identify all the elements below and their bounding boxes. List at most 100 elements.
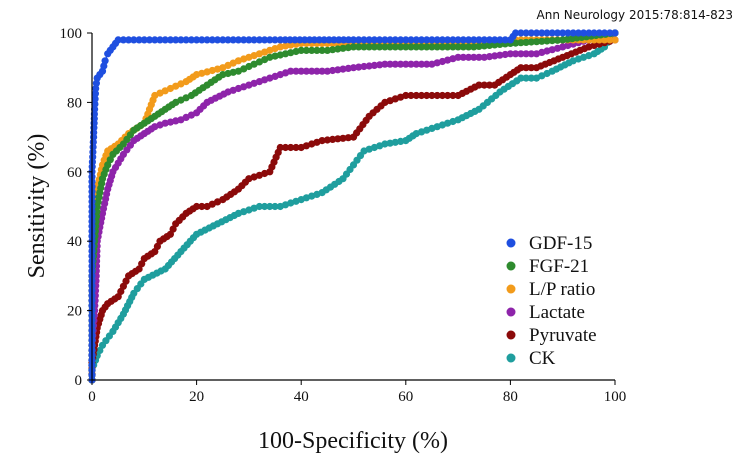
data-point <box>391 60 399 68</box>
data-point <box>449 36 457 44</box>
data-point <box>261 202 269 211</box>
data-point <box>423 43 431 51</box>
data-point <box>444 36 452 44</box>
data-point <box>386 60 394 68</box>
legend-label: Pyruvate <box>529 325 597 346</box>
data-point <box>397 60 405 68</box>
data-point <box>91 105 99 113</box>
data-point <box>271 36 279 44</box>
x-tick-label: 20 <box>189 389 204 405</box>
legend-marker <box>506 284 516 294</box>
data-point <box>553 36 562 44</box>
data-point <box>219 36 227 44</box>
data-point <box>308 46 316 55</box>
data-point <box>496 51 504 59</box>
data-point <box>475 42 483 51</box>
data-point <box>349 43 358 51</box>
data-point <box>349 64 358 72</box>
data-point <box>391 36 399 44</box>
data-point <box>465 53 473 61</box>
data-point <box>402 91 410 100</box>
data-point <box>318 67 326 75</box>
data-point <box>302 67 310 75</box>
legend-item: L/P ratio <box>506 279 595 300</box>
data-point <box>187 36 195 44</box>
data-point <box>172 36 180 44</box>
data-point <box>506 50 514 58</box>
data-point <box>370 36 378 44</box>
data-point <box>548 29 556 37</box>
data-point <box>433 91 441 100</box>
data-point <box>397 36 405 44</box>
data-point <box>517 74 525 82</box>
data-point <box>287 67 295 75</box>
data-point <box>297 67 305 75</box>
data-point <box>101 57 109 65</box>
data-point <box>527 74 535 82</box>
data-point <box>423 36 431 44</box>
legend-label: GDF-15 <box>529 233 592 254</box>
data-point <box>391 138 399 146</box>
data-point <box>485 81 494 89</box>
data-point <box>511 50 520 58</box>
data-point <box>234 36 242 44</box>
data-point <box>444 91 452 100</box>
data-point <box>255 36 263 44</box>
data-point <box>161 36 169 44</box>
data-point <box>491 36 499 44</box>
data-point <box>292 143 300 152</box>
data-point <box>229 36 237 44</box>
legend-label: CK <box>529 348 556 369</box>
data-point <box>580 29 588 37</box>
data-point <box>438 36 446 44</box>
data-point <box>491 41 499 49</box>
data-point <box>182 36 190 44</box>
data-point <box>376 61 384 69</box>
data-point <box>412 91 420 100</box>
data-point <box>302 46 310 55</box>
citation-text: Ann Neurology 2015:78:814-823 <box>537 8 733 22</box>
data-point <box>355 43 363 51</box>
data-point <box>438 91 446 100</box>
legend-marker <box>506 330 516 340</box>
data-point <box>533 29 541 37</box>
data-point <box>459 53 467 61</box>
data-point <box>417 43 426 51</box>
data-point <box>391 43 399 51</box>
data-point <box>470 43 478 51</box>
data-point <box>511 39 520 47</box>
data-point <box>355 63 363 71</box>
data-point <box>308 67 316 75</box>
data-point <box>527 64 535 72</box>
legend-label: L/P ratio <box>529 279 595 300</box>
x-tick-label: 60 <box>398 389 413 405</box>
x-tick-label: 80 <box>503 389 518 405</box>
data-point <box>276 143 284 152</box>
data-point <box>412 60 420 68</box>
data-point <box>428 91 436 100</box>
data-point <box>91 100 99 108</box>
data-point <box>606 29 614 37</box>
data-point <box>465 43 473 51</box>
data-point <box>454 53 462 61</box>
data-point <box>548 37 556 45</box>
data-point <box>313 67 321 75</box>
data-point <box>564 29 572 37</box>
data-point <box>527 38 535 46</box>
y-tick-label: 100 <box>60 26 83 42</box>
data-point <box>480 42 488 50</box>
data-point <box>339 44 347 52</box>
data-point <box>255 202 263 211</box>
data-point <box>522 74 530 82</box>
data-point <box>407 91 415 100</box>
data-point <box>271 202 279 211</box>
data-point <box>370 61 378 69</box>
data-point <box>538 37 546 45</box>
data-point <box>454 36 462 44</box>
data-point <box>438 43 446 51</box>
legend-item: Lactate <box>506 302 585 323</box>
data-point <box>318 46 326 55</box>
data-point <box>590 29 598 37</box>
data-point <box>156 36 164 44</box>
data-point <box>318 137 326 145</box>
